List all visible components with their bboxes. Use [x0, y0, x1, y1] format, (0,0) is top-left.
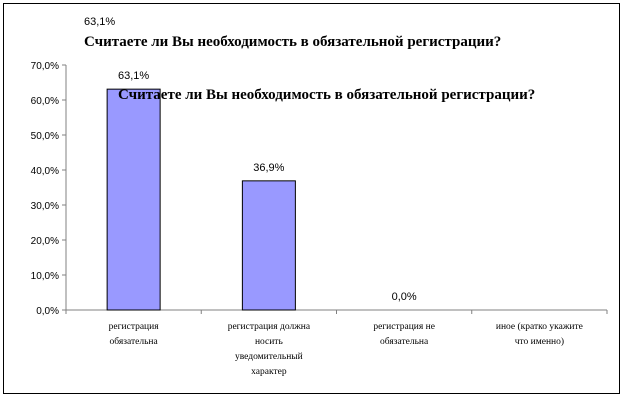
data-label: 63,1% — [118, 70, 149, 82]
bar — [241, 180, 296, 311]
y-tick-label: 70,0% — [31, 61, 59, 72]
y-tick-label: 30,0% — [31, 201, 59, 212]
y-tick-label: 40,0% — [31, 166, 59, 177]
y-tick-label: 60,0% — [31, 96, 59, 107]
x-category-label: регистрация — [109, 322, 160, 332]
x-category-label: обязательна — [110, 336, 159, 347]
y-tick-label: 0,0% — [36, 306, 59, 317]
chart-title-overlay: Считаете ли Вы необходимость в обязатель… — [118, 87, 536, 103]
x-category-label: обязательна — [380, 336, 429, 347]
x-category-label: что именно) — [515, 336, 564, 347]
x-category-label: уведомительный — [235, 351, 303, 362]
chart-frame: 0,0% 10,0% 20,0% 30,0% 40,0% 50,0% 60,0% 70,0% 6… — [3, 3, 620, 394]
x-category-label: характер — [251, 367, 287, 377]
y-tick-label: 50,0% — [31, 131, 59, 142]
data-label: 0,0% — [392, 291, 417, 303]
x-category-label: регистрация не — [373, 322, 435, 332]
x-category-label: носить — [255, 337, 284, 347]
chart-plot: 0,0% 10,0% 20,0% 30,0% 40,0% 50,0% 60,0% 70,0% 6… — [31, 61, 608, 377]
x-category-label: иное (кратко укажите — [496, 321, 583, 332]
bar — [106, 88, 161, 311]
title-value-label: 63,1% — [84, 16, 116, 28]
y-tick-label: 20,0% — [31, 236, 59, 247]
data-label: 36,9% — [253, 162, 284, 174]
y-tick-label: 10,0% — [31, 271, 59, 282]
x-category-label: регистрация должна — [228, 322, 311, 332]
chart-title: Считаете ли Вы необходимость в обязатель… — [84, 34, 502, 50]
